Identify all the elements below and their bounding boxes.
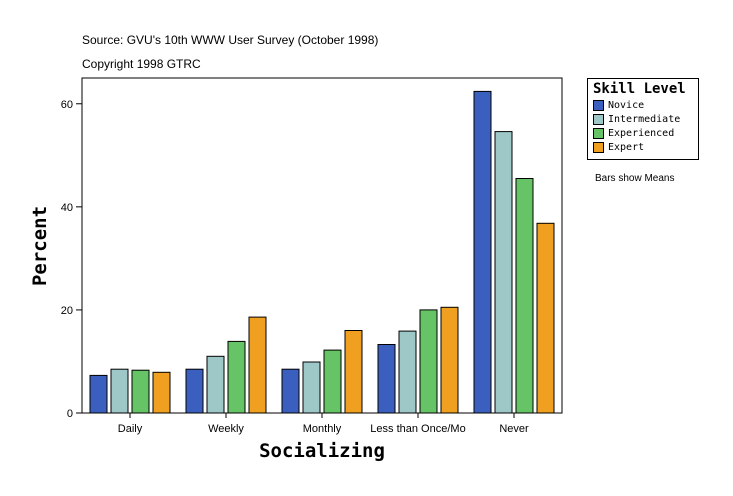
x-tick-label: Monthly bbox=[303, 423, 342, 435]
bar-intermediate-weekly bbox=[206, 355, 225, 414]
x-tick-label: Weekly bbox=[208, 423, 244, 435]
bar-expert-daily bbox=[152, 371, 171, 414]
x-tick-label: Never bbox=[499, 423, 529, 435]
bar-experienced-weekly bbox=[227, 340, 246, 414]
y-tick-label: 60 bbox=[61, 99, 73, 111]
bar-novice-less-than-once-mo bbox=[377, 344, 396, 414]
bars-group bbox=[89, 90, 555, 414]
bar-novice-monthly bbox=[281, 368, 300, 414]
source-line: Source: GVU's 10th WWW User Survey (Octo… bbox=[82, 33, 379, 47]
bar-intermediate-less-than-once-mo bbox=[398, 330, 417, 414]
y-tick-label: 0 bbox=[67, 408, 73, 420]
legend-title: Skill Level bbox=[593, 81, 686, 97]
y-axis-label: Percent bbox=[29, 206, 51, 286]
y-axis: 0 20 40 60 bbox=[61, 99, 82, 420]
legend-swatch-expert bbox=[593, 142, 604, 153]
bar-intermediate-monthly bbox=[302, 361, 321, 414]
legend-label-expert: Expert bbox=[608, 142, 645, 153]
legend-label-experienced: Experienced bbox=[608, 128, 675, 139]
legend-swatch-intermediate bbox=[593, 114, 604, 125]
bar-experienced-less-than-once-mo bbox=[419, 309, 438, 414]
y-tick-label: 40 bbox=[61, 202, 73, 214]
bar-experienced-daily bbox=[131, 369, 150, 414]
x-tick-label: Daily bbox=[118, 423, 143, 435]
legend-swatch-novice bbox=[593, 100, 604, 111]
x-tick-label: Less than Once/Mo bbox=[370, 423, 465, 435]
legend: Skill Level Novice Intermediate Experien… bbox=[587, 78, 699, 160]
bar-novice-daily bbox=[89, 374, 108, 414]
legend-label-intermediate: Intermediate bbox=[608, 114, 681, 125]
bar-experienced-monthly bbox=[323, 349, 342, 414]
bar-intermediate-daily bbox=[110, 368, 129, 414]
bars-note: Bars show Means bbox=[595, 173, 675, 184]
copyright-line: Copyright 1998 GTRC bbox=[82, 57, 201, 71]
legend-label-novice: Novice bbox=[608, 100, 645, 111]
bar-novice-weekly bbox=[185, 368, 204, 414]
bar-novice-never bbox=[473, 90, 492, 414]
legend-swatch-experienced bbox=[593, 128, 604, 139]
bar-expert-less-than-once-mo bbox=[440, 306, 459, 414]
y-tick-label: 20 bbox=[61, 305, 73, 317]
bar-intermediate-never bbox=[494, 131, 513, 414]
bar-expert-monthly bbox=[344, 330, 363, 414]
bar-expert-never bbox=[536, 222, 555, 414]
x-axis-label: Socializing bbox=[259, 440, 385, 462]
bar-experienced-never bbox=[515, 178, 534, 414]
bar-expert-weekly bbox=[248, 316, 267, 414]
x-axis: Daily Weekly Monthly Less than Once/Mo Never bbox=[118, 413, 529, 435]
